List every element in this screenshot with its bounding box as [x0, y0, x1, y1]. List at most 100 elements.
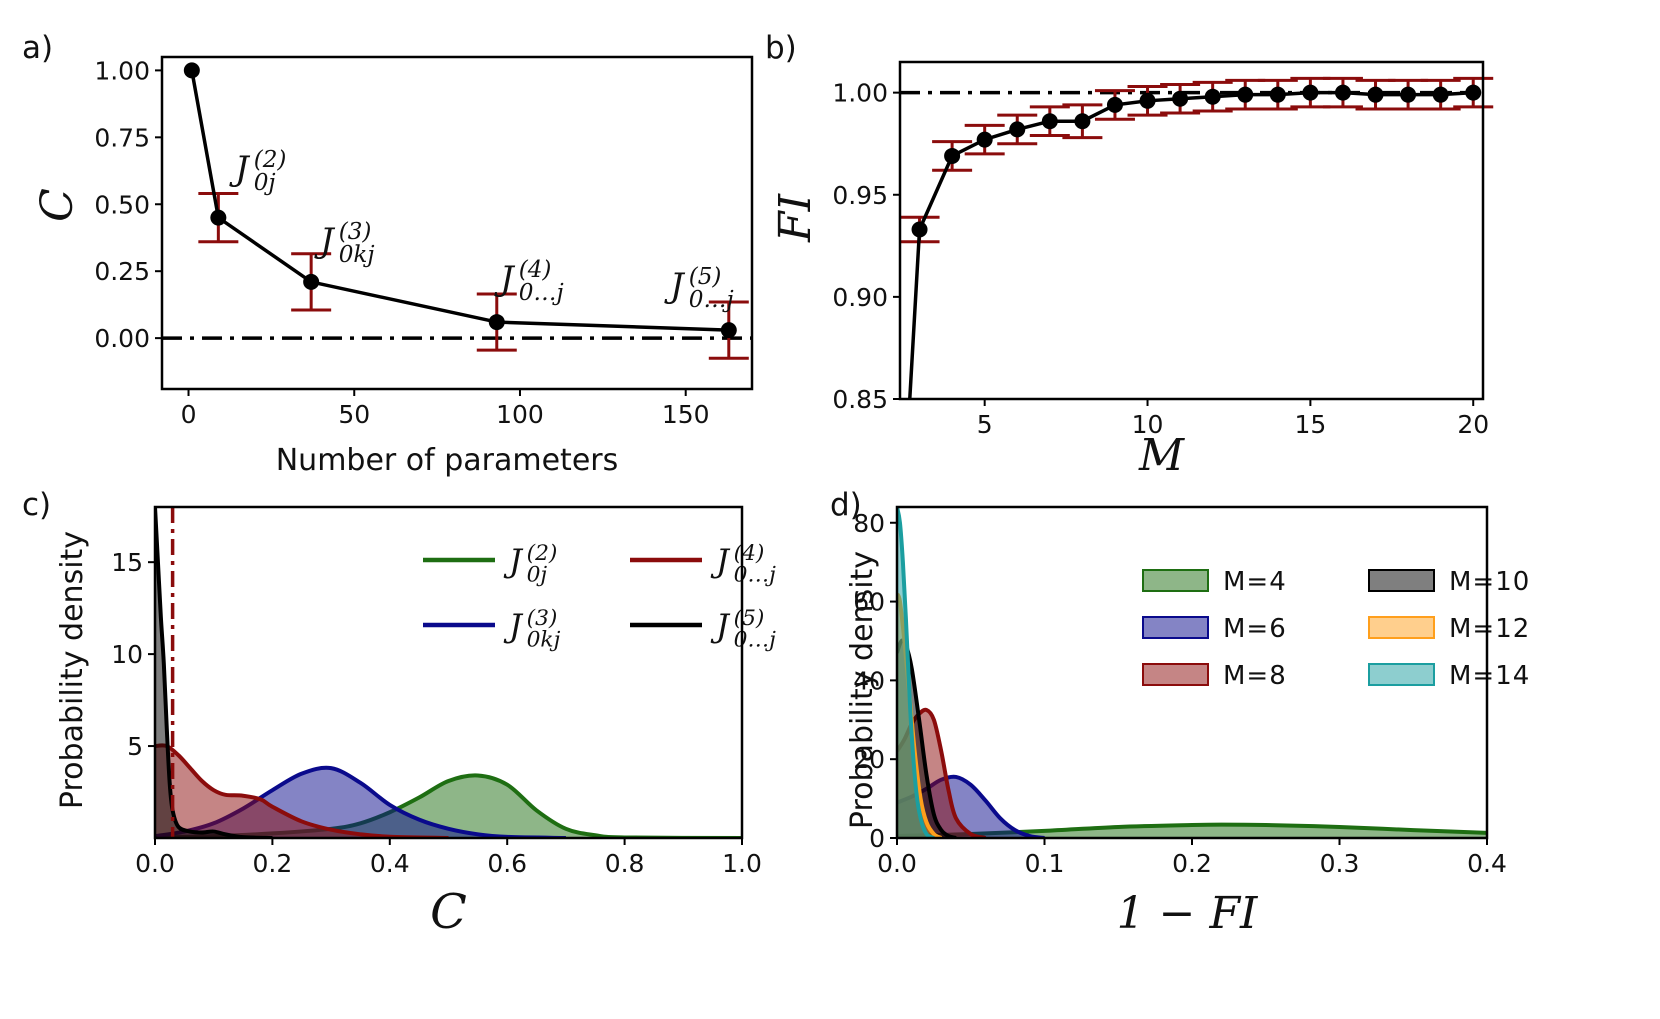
- panel-d-ylabel: Probability density: [845, 551, 880, 829]
- legend-label: M=8: [1223, 661, 1287, 691]
- legend-label: M=6: [1223, 614, 1287, 644]
- legend-label: J (5)0…j: [710, 606, 776, 653]
- panel-d-ytick-label: 20: [853, 745, 885, 774]
- panel-a-ylabel: C: [32, 188, 83, 222]
- panel-c-xlabel: C: [430, 884, 467, 940]
- panel-b-frame: [898, 60, 1485, 401]
- panel-b-label: b): [765, 30, 797, 66]
- data-point: [1041, 113, 1058, 130]
- data-point: [1269, 86, 1286, 103]
- point-annotation-sup: (5): [689, 264, 722, 290]
- point-annotation-sup: (4): [519, 257, 552, 283]
- panel-c-xtick-label: 0.0: [135, 849, 175, 878]
- panel-c-ytick-label: 15: [111, 548, 143, 577]
- data-point: [1204, 88, 1221, 105]
- data-point: [303, 273, 320, 290]
- legend-swatch: [1142, 569, 1209, 592]
- point-annotation-base: J: [314, 221, 336, 261]
- legend-label: M=4: [1223, 567, 1287, 597]
- legend-label: M=12: [1449, 614, 1530, 644]
- panel-d-xtick-label: 0.1: [1025, 849, 1065, 878]
- data-point: [183, 62, 200, 79]
- panel-d-ytick-label: 60: [853, 588, 885, 617]
- panel-d-xtick-label: 0.4: [1467, 849, 1507, 878]
- panel-b-ytick-label: 0.85: [832, 385, 888, 414]
- panel-a-xlabel: Number of parameters: [276, 443, 619, 478]
- legend-label-sup: (2): [527, 541, 558, 566]
- panel-a-ytick-label: 0.00: [94, 324, 150, 353]
- point-annotation-base: J: [494, 259, 516, 299]
- panel-b-ylabel: FI: [770, 192, 821, 243]
- panel-b: b) M FI: [765, 30, 1494, 481]
- point-annotation-sup: (2): [254, 147, 287, 173]
- data-point: [1302, 84, 1319, 101]
- panel-d-ytick-label: 80: [853, 509, 885, 538]
- data-point: [1074, 113, 1091, 130]
- point-annotation-sub: 0kj: [339, 242, 375, 268]
- point-annotation: J (2)0j: [229, 147, 286, 196]
- data-point: [1465, 84, 1482, 101]
- data-point: [1334, 84, 1351, 101]
- panel-a-xtick-label: 0: [181, 400, 197, 429]
- panel-b-xtick-label: 15: [1294, 410, 1326, 439]
- legend-label-sup: (5): [734, 606, 765, 631]
- legend-label-sub: 0j: [527, 563, 548, 588]
- panel-d-xtick-label: 0.2: [1172, 849, 1212, 878]
- legend-label-sup: (3): [527, 606, 558, 631]
- legend-swatch: [1142, 663, 1209, 686]
- density-line: [155, 743, 449, 838]
- legend-label: J (3)0kj: [503, 606, 561, 653]
- panel-a-ytick-label: 0.25: [94, 257, 150, 286]
- data-point: [1237, 86, 1254, 103]
- panel-b-xtick-label: 5: [977, 410, 993, 439]
- panel-b-xtick-label: 10: [1132, 410, 1164, 439]
- density-fill: [155, 745, 449, 838]
- panel-b-xlabel: M: [1138, 430, 1185, 481]
- panel-b-ytick-label: 0.90: [832, 283, 888, 312]
- data-point: [1009, 121, 1026, 138]
- data-point: [944, 147, 961, 164]
- panel-c-xtick-label: 0.8: [605, 849, 645, 878]
- panel-a-xtick-label: 100: [496, 400, 544, 429]
- panel-a-label: a): [22, 30, 53, 66]
- point-annotation-sub: 0j: [254, 170, 276, 196]
- data-point: [1172, 90, 1189, 107]
- data-point: [976, 131, 993, 148]
- point-annotation-base: J: [229, 149, 251, 189]
- panel-c-ylabel: Probability density: [55, 531, 90, 809]
- panel-d-ytick-label: 40: [853, 666, 885, 695]
- panel-d-label: d): [830, 487, 862, 523]
- legend-label-base: J: [710, 542, 731, 580]
- legend-label: M=10: [1449, 567, 1530, 597]
- panel-d-plot-area: [897, 507, 1487, 838]
- panel-d-ytick-label: 0: [869, 824, 885, 853]
- data-point: [911, 221, 928, 238]
- legend-label: J (2)0j: [503, 541, 557, 588]
- point-annotation-base: J: [664, 266, 686, 306]
- point-annotation: J (5)0…j: [664, 264, 734, 313]
- panel-b-ytick-label: 1.00: [832, 79, 888, 108]
- point-annotation: J (4)0…j: [494, 257, 564, 306]
- panel-c-plot-area: [155, 507, 742, 838]
- panel-c-xtick-label: 0.4: [370, 849, 410, 878]
- legend-label-base: J: [710, 607, 731, 645]
- panel-b-ytick-label: 0.95: [832, 181, 888, 210]
- panel-d: M=4 M=6 M=8 M=10 M=12 M=14 d) 1 − FI Probability…: [830, 487, 1530, 939]
- panel-c-xtick-label: 1.0: [722, 849, 762, 878]
- data-point: [1139, 92, 1156, 109]
- density-fill: [155, 775, 742, 838]
- panel-c-xtick-label: 0.2: [253, 849, 293, 878]
- point-annotation-sub: 0…j: [689, 287, 734, 313]
- data-point: [1106, 96, 1123, 113]
- series-line: [190, 70, 729, 332]
- panel-c-ytick-label: 5: [127, 732, 143, 761]
- data-point: [488, 314, 505, 331]
- point-annotation: J (3)0kj: [314, 219, 375, 268]
- legend-swatch: [1142, 616, 1209, 639]
- legend-label-sup: (4): [734, 541, 765, 566]
- legend-swatch: [1368, 663, 1435, 686]
- panel-a-frame: [160, 55, 754, 391]
